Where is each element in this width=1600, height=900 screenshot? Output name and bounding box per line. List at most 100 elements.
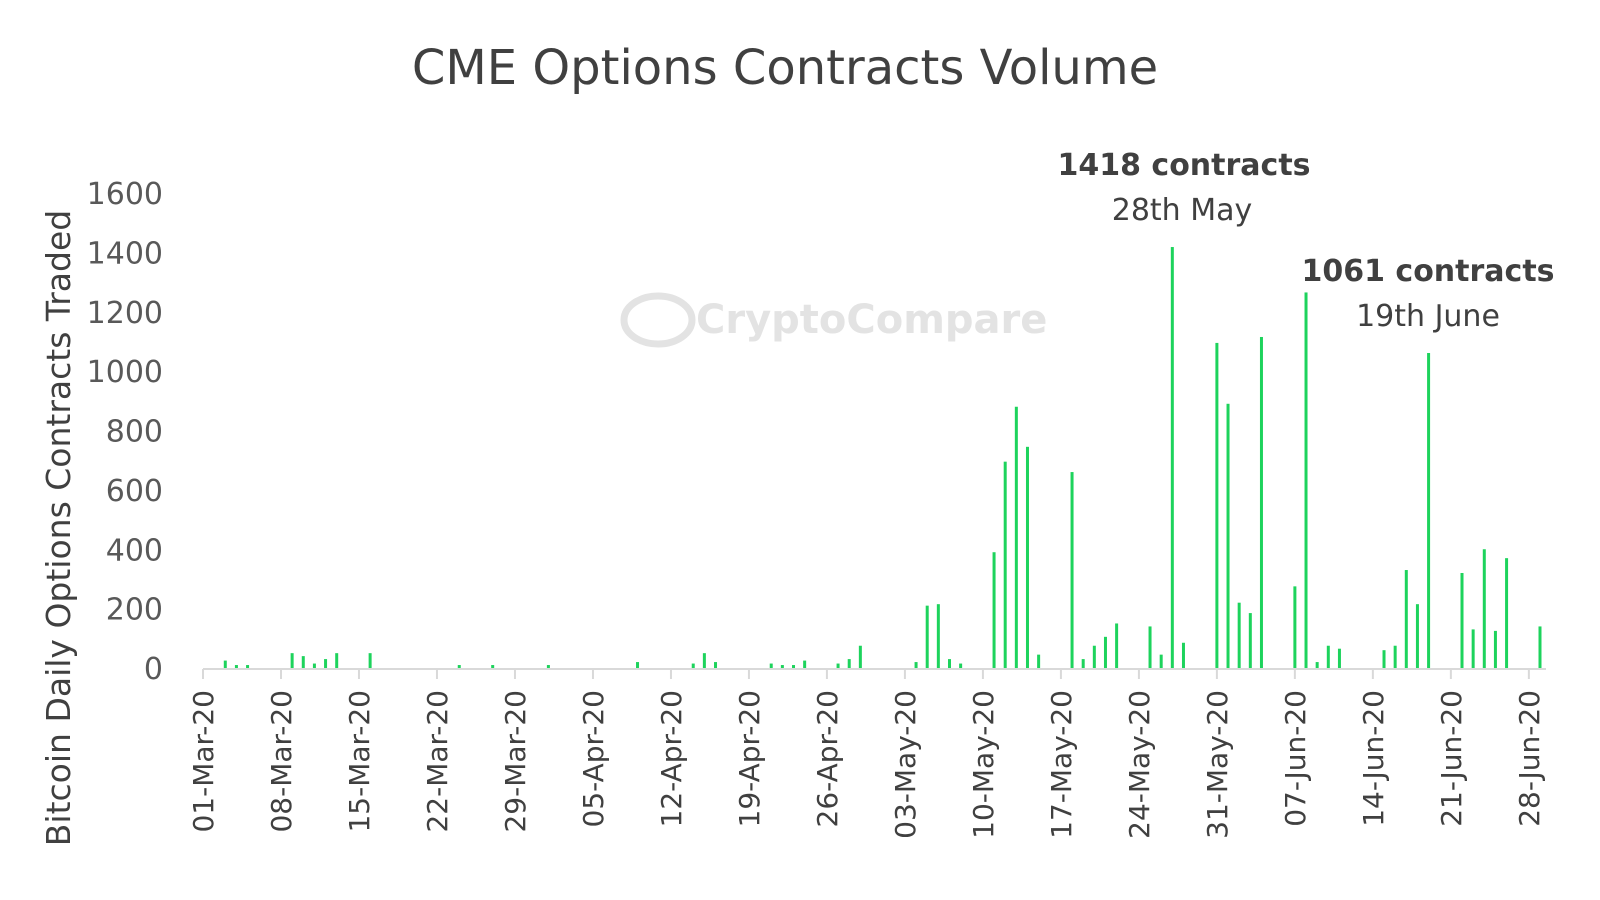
bar [1181, 642, 1185, 668]
x-axis-ticks: 01-Mar-20 08-Mar-20 15-Mar-20 22-Mar-20 29-M… [187, 669, 1546, 839]
bar [1014, 406, 1018, 668]
bar [836, 663, 840, 668]
x-tick-label: 26-Apr-20 [811, 690, 844, 828]
x-tick-label: 21-Jun-20 [1435, 690, 1468, 827]
bar [1215, 342, 1219, 668]
bar [301, 656, 305, 668]
x-tick-label: 10-May-20 [967, 690, 1000, 839]
bar [1092, 645, 1096, 668]
y-axis-ticks: 0 200 400 600 800 1000 1200 1400 1600 [87, 177, 163, 687]
bar [1471, 629, 1475, 668]
annotation-1-title: 1418 contracts [1057, 148, 1310, 183]
bar [1081, 659, 1085, 668]
bar [1326, 645, 1330, 668]
bar [1460, 573, 1464, 668]
bar [1393, 645, 1397, 668]
bar [1427, 353, 1431, 668]
bar [925, 605, 929, 668]
x-tick-label: 14-Jun-20 [1357, 690, 1390, 827]
y-tick-label: 1200 [87, 296, 163, 331]
x-tick-label: 22-Mar-20 [421, 690, 454, 833]
bar [368, 653, 372, 668]
bar [914, 662, 918, 668]
bar [691, 663, 695, 668]
bar [223, 660, 227, 668]
bar [1037, 654, 1041, 668]
x-tick-label: 29-Mar-20 [499, 690, 532, 833]
annotation-1-date: 28th May [1112, 193, 1253, 228]
bar [1170, 247, 1174, 668]
x-tick-label: 08-Mar-20 [265, 690, 298, 833]
y-axis-label: Bitcoin Daily Options Contracts Traded [39, 210, 78, 846]
bar [324, 659, 328, 668]
bar [1103, 636, 1107, 668]
x-tick-label: 28-Jun-20 [1513, 690, 1546, 827]
bar [335, 653, 339, 668]
bar [1293, 586, 1297, 668]
annotation-peak-may: 1418 contracts 28th May [1057, 148, 1310, 228]
bar [1148, 626, 1152, 668]
bar [803, 660, 807, 668]
watermark-logo-icon [620, 292, 696, 348]
bar [1070, 472, 1074, 668]
x-tick-label: 03-May-20 [889, 690, 922, 839]
bar [1382, 650, 1386, 668]
bar [947, 659, 951, 668]
y-tick-label: 0 [144, 652, 163, 687]
bar [992, 552, 996, 668]
bar [1404, 570, 1408, 668]
y-tick-label: 600 [106, 474, 163, 509]
bar [959, 663, 963, 668]
bar [1493, 630, 1497, 668]
bar [847, 659, 851, 668]
bar [858, 645, 862, 668]
bar [1115, 623, 1119, 668]
x-tick-label: 01-Mar-20 [187, 690, 220, 833]
x-tick-label: 15-Mar-20 [343, 690, 376, 833]
bar [457, 665, 461, 668]
bar [1315, 662, 1319, 668]
bar [1159, 654, 1163, 668]
x-tick-label: 17-May-20 [1045, 690, 1078, 839]
bar [1259, 336, 1263, 668]
watermark-text: CryptoCompare [696, 297, 1047, 343]
annotation-peak-june: 1061 contracts 19th June [1301, 254, 1554, 334]
chart-title: CME Options Contracts Volume [412, 40, 1158, 96]
y-tick-label: 400 [106, 533, 163, 568]
bars [223, 247, 1542, 668]
bar [246, 665, 250, 668]
annotation-2-date: 19th June [1356, 299, 1500, 334]
x-tick-label: 12-Apr-20 [655, 690, 688, 828]
bar [1226, 403, 1230, 668]
bar [491, 665, 495, 668]
bar [1482, 549, 1486, 668]
bar [1505, 558, 1509, 668]
x-tick-label: 19-Apr-20 [733, 690, 766, 828]
bar [1337, 648, 1341, 668]
bar [234, 665, 238, 668]
watermark-logo: CryptoCompare [620, 292, 1047, 348]
bar [290, 653, 294, 668]
bar [546, 665, 550, 668]
y-tick-label: 1000 [87, 355, 163, 390]
bar [1237, 602, 1241, 668]
bar [1304, 292, 1308, 668]
bar [636, 662, 640, 668]
y-tick-label: 1400 [87, 236, 163, 271]
annotation-2-title: 1061 contracts [1301, 254, 1554, 289]
bar [702, 653, 706, 668]
x-tick-label: 24-May-20 [1123, 690, 1156, 839]
y-tick-label: 200 [106, 593, 163, 628]
x-tick-label: 31-May-20 [1201, 690, 1234, 839]
bar [1415, 604, 1419, 668]
bar [792, 665, 796, 668]
x-tick-label: 07-Jun-20 [1279, 690, 1312, 827]
bar [1025, 446, 1029, 668]
bar [312, 663, 316, 668]
bar [780, 665, 784, 668]
y-tick-label: 800 [106, 415, 163, 450]
bar [769, 663, 773, 668]
y-tick-label: 1600 [87, 177, 163, 212]
bar [936, 604, 940, 668]
